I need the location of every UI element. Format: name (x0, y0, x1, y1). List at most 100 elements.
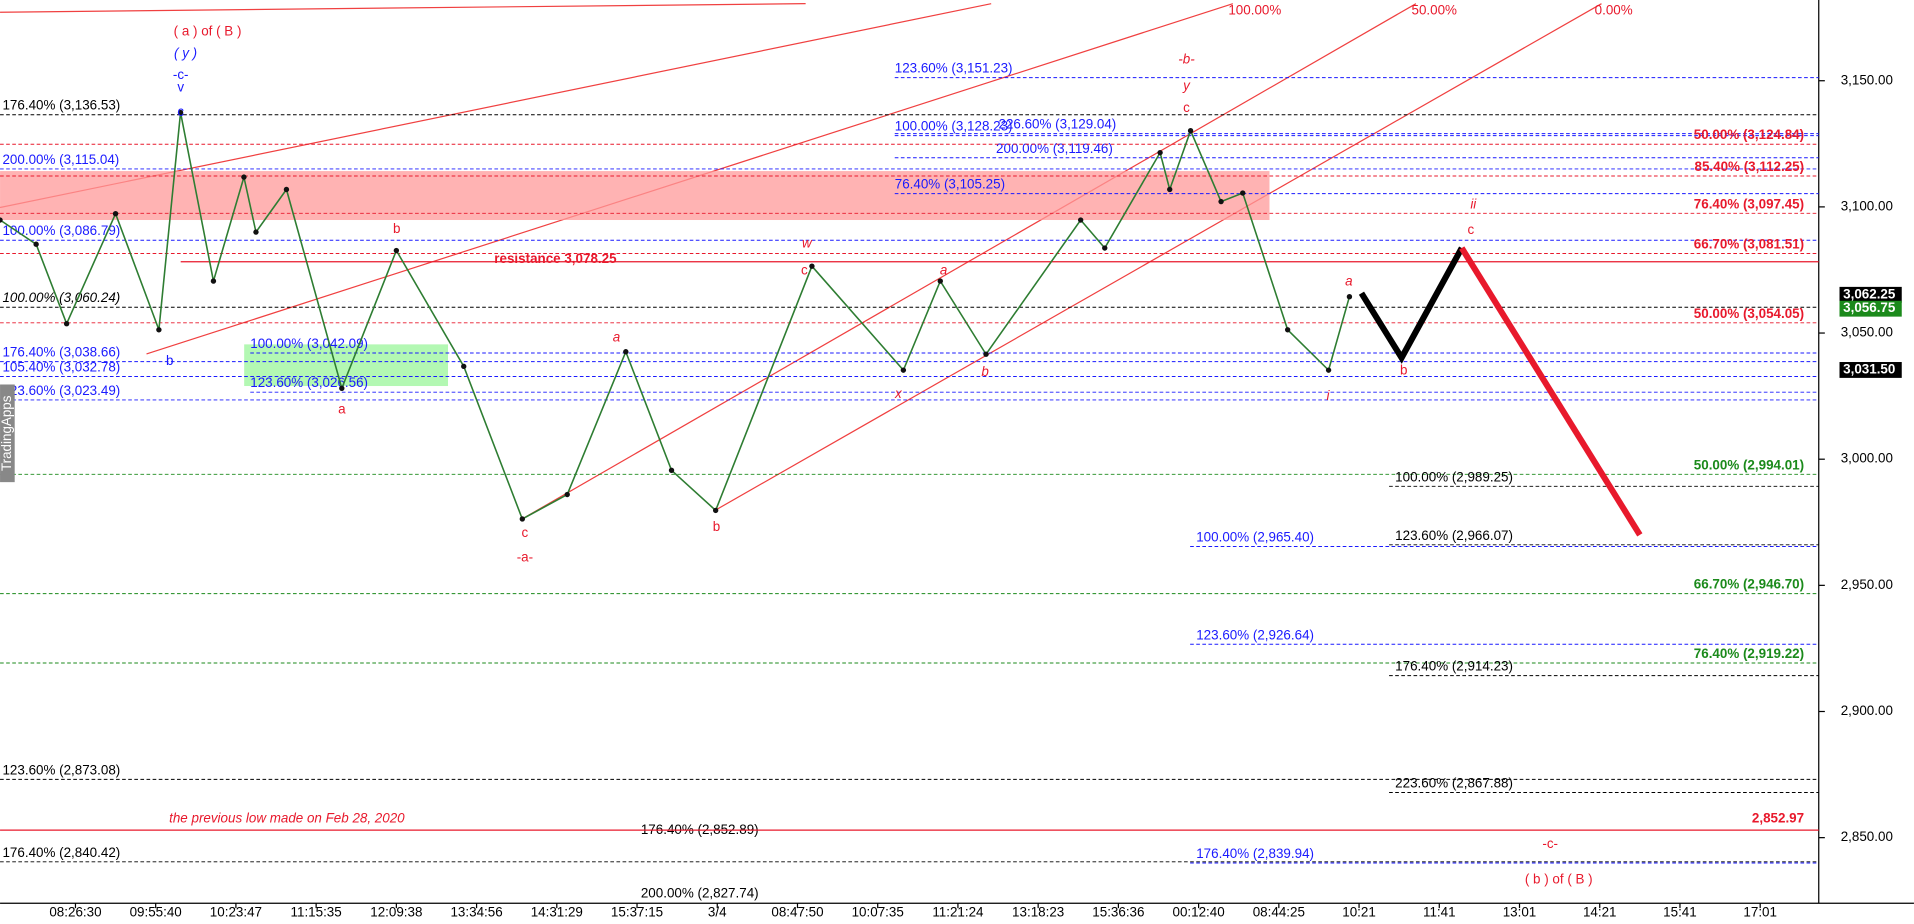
wave-label: y (1182, 78, 1191, 93)
level-label: 100.00% (3,128.23) (895, 119, 1013, 134)
level-label: 100.00% (3,060.24) (2, 290, 120, 305)
channel-label: 0.00% (1595, 3, 1633, 18)
y-tick-label: 2,900.00 (1841, 703, 1893, 718)
pivot (1240, 190, 1246, 196)
x-tick-label: 10:07:35 (852, 905, 904, 920)
wave-label: c (1468, 222, 1475, 237)
wave-label: b (166, 353, 173, 368)
x-tick-label: 3/4 (708, 905, 727, 920)
pivot (623, 349, 629, 355)
price-badge-label: 3,056.75 (1843, 300, 1896, 315)
pivot (177, 109, 184, 116)
pivot (564, 491, 570, 498)
wave-label: ( b ) of ( B ) (1525, 872, 1593, 887)
wave-label: a (338, 402, 346, 417)
level-label: 76.40% (3,097.45) (1694, 196, 1804, 211)
pivot (1218, 198, 1224, 205)
level-label: 176.40% (2,852.89) (641, 822, 759, 837)
pivot (712, 507, 719, 514)
y-tick-label: 3,050.00 (1841, 325, 1893, 340)
level-label: 105.40% (3,032.78) (2, 359, 120, 374)
level-label: 176.40% (3,038.66) (2, 345, 120, 360)
x-tick-label: 17:01 (1743, 905, 1777, 920)
wave-label: x (894, 386, 903, 401)
x-tick-label: 14:31:29 (531, 905, 583, 920)
watermark-box (0, 384, 15, 483)
pivot (1167, 186, 1173, 193)
level-label: 200.00% (3,115.04) (2, 152, 119, 167)
wave-label: c (1183, 100, 1190, 115)
pivot (63, 321, 70, 327)
x-tick-label: 11:15:35 (291, 905, 342, 920)
x-tick-label: 14:21 (1583, 905, 1617, 920)
y-tick-label: 3,100.00 (1841, 198, 1893, 213)
wave-label: -b- (1178, 51, 1195, 66)
level-label: 123.60% (2,966.07) (1395, 528, 1513, 543)
x-tick-label: 15:36:36 (1092, 905, 1144, 920)
wave-label: ( a ) of ( B ) (174, 23, 242, 38)
wave-label: c (801, 263, 808, 278)
x-tick-label: 12:09:38 (370, 905, 422, 920)
pivot (156, 327, 162, 333)
level-label: 123.60% (2,873.08) (2, 762, 120, 777)
channel-label: 100.00% (1228, 3, 1281, 18)
previous-low-text: the previous low made on Feb 28, 2020 (169, 811, 405, 826)
pivot (210, 278, 217, 284)
level-label: 76.40% (3,105.25) (895, 177, 1005, 192)
price-line (0, 112, 1351, 521)
wave-label: ( y ) (174, 45, 197, 60)
wave-label: c (177, 104, 184, 119)
channel-line (715, 3, 1602, 511)
pivot (0, 217, 3, 223)
y-tick-label: 3,150.00 (1841, 72, 1893, 87)
channel-line (0, 3, 806, 13)
x-tick-label: 08:47:50 (771, 905, 823, 920)
wave-label: b (981, 364, 989, 379)
level-label: 200.00% (2,827.74) (641, 885, 759, 900)
level-label: 76.40% (2,919.22) (1694, 646, 1804, 661)
level-label: 85.40% (3,112.25) (1695, 159, 1805, 174)
x-tick-label: 08:44:25 (1253, 905, 1305, 920)
wave-label: v (177, 79, 184, 94)
level-label: 66.70% (2,946.70) (1694, 577, 1804, 592)
pivot (1157, 149, 1163, 156)
pivot (809, 263, 815, 269)
previous-low-label: 2,852.97 (1752, 811, 1804, 826)
wave-label: b (713, 519, 720, 534)
level-label: 123.60% (3,026.56) (250, 375, 368, 390)
channel-label: 50.00% (1412, 3, 1458, 18)
wave-label: a (613, 330, 620, 345)
wave-label: i (1327, 388, 1331, 403)
wave-label: -a- (517, 549, 533, 564)
pivot (900, 367, 907, 373)
pivot (283, 186, 290, 193)
x-tick-label: 15:41 (1663, 905, 1697, 920)
pivot (1187, 128, 1194, 134)
pivot (339, 385, 345, 391)
level-label: 176.40% (2,839.94) (1196, 846, 1314, 861)
pivot (519, 516, 525, 522)
x-tick-label: 10:23:47 (210, 905, 262, 920)
level-label: 176.40% (3,136.53) (2, 98, 120, 113)
level-label: 176.40% (2,914.23) (1395, 659, 1513, 674)
x-tick-label: 13:34:56 (450, 905, 502, 920)
price-badge (1839, 286, 1902, 303)
projection-line (1459, 246, 1643, 537)
level-label: 200.00% (3,119.46) (996, 141, 1113, 156)
pivot (33, 241, 39, 247)
level-label: 123.60% (2,926.64) (1196, 627, 1314, 642)
wave-label: w (802, 236, 813, 251)
x-tick-label: 11:21:24 (932, 905, 984, 920)
x-tick-label: 08:26:30 (49, 905, 101, 920)
level-label: 226.60% (3,129.04) (999, 117, 1117, 132)
pivot (112, 211, 119, 217)
resistance-label: resistance 3,078.25 (494, 251, 617, 266)
wave-label: ii (1470, 197, 1477, 212)
x-tick-label: 13:01 (1503, 905, 1537, 920)
price-badge (1839, 300, 1902, 317)
pivot (1284, 327, 1291, 333)
y-tick-label: 3,000.00 (1841, 451, 1893, 466)
level-label: 50.00% (2,994.01) (1694, 457, 1804, 472)
watermark: TradingApps (0, 395, 14, 471)
pivot (241, 174, 247, 180)
